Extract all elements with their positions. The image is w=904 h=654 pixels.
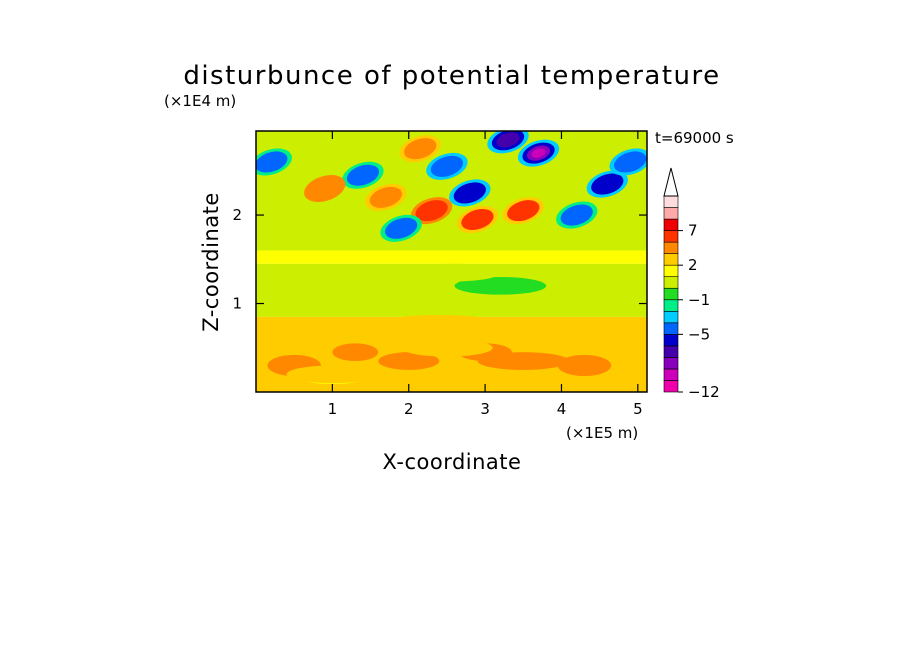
field-cell — [430, 155, 464, 177]
x-tick-label: 3 — [480, 400, 490, 418]
field-cell — [453, 182, 486, 204]
colorbar-segment — [663, 380, 679, 393]
colorbar-segment — [663, 276, 679, 289]
chart-title: disturbunce of potential temperature — [183, 61, 720, 91]
colorbar-segment — [663, 299, 679, 312]
field-cell — [401, 338, 493, 357]
colorbar-tick-label: 7 — [688, 222, 698, 240]
field-cell — [507, 200, 540, 222]
field-cell — [286, 365, 379, 384]
field-cell — [369, 186, 402, 208]
y-tick-label: 2 — [232, 206, 242, 224]
x-tick-label: 1 — [328, 400, 338, 418]
colorbar-tick-label: −5 — [688, 325, 710, 343]
colorbar-tick-label: −1 — [688, 291, 710, 309]
field-patch — [332, 343, 379, 362]
contour-field — [256, 131, 647, 392]
field-cell — [304, 175, 346, 203]
colorbar-segment — [663, 368, 679, 381]
colorbar-tick-label: 2 — [688, 256, 698, 274]
colorbar-segment — [663, 207, 679, 220]
field-cell — [408, 263, 501, 282]
field-band — [256, 250, 647, 264]
x-axis: 1 2 3 4 5 — [328, 131, 643, 418]
colorbar-segment — [663, 345, 679, 358]
field-cell — [346, 164, 380, 186]
y-unit-label: (×1E4 m) — [164, 92, 236, 110]
colorbar-segment — [663, 334, 679, 347]
x-unit-label: (×1E5 m) — [566, 424, 638, 442]
field-cell — [496, 132, 520, 148]
time-label: t=69000 s — [655, 129, 734, 147]
field-cell — [461, 208, 494, 231]
x-tick-label: 5 — [633, 400, 643, 418]
y-axis: 12 — [232, 206, 647, 313]
field-cell — [531, 148, 546, 158]
colorbar-segment — [663, 264, 679, 278]
field-cell — [404, 138, 437, 160]
field-cell — [256, 294, 340, 313]
field-cell — [614, 151, 647, 173]
colorbar-segment — [663, 218, 679, 231]
x-tick-label: 4 — [557, 400, 567, 418]
colorbar-segment — [663, 195, 679, 208]
colorbar-tick-label: −12 — [688, 383, 720, 401]
field-cell — [591, 173, 624, 195]
x-axis-label: X-coordinate — [383, 450, 522, 474]
field-cell — [454, 276, 547, 295]
field-patch — [370, 315, 509, 337]
colorbar-segment — [663, 253, 679, 266]
field-cell — [415, 200, 448, 222]
colorbar-segment — [663, 310, 679, 324]
colorbar-extend-arrow — [663, 167, 679, 197]
y-tick-label: 1 — [232, 295, 242, 313]
x-tick-label: 2 — [404, 400, 414, 418]
field-patch — [378, 352, 440, 370]
colorbar-segment — [663, 287, 679, 301]
field-cell — [560, 204, 593, 226]
colorbar-segment — [663, 241, 679, 254]
colorbar-segment — [663, 230, 679, 243]
plot-frame — [255, 130, 648, 393]
field-cell — [256, 151, 288, 173]
y-axis-label: Z-coordinate — [199, 192, 223, 332]
plot-area — [255, 130, 648, 393]
field-cell — [477, 352, 570, 370]
field-patch — [557, 354, 612, 377]
field-cell — [384, 217, 418, 239]
colorbar-segment — [663, 357, 679, 370]
colorbar-segment — [663, 322, 679, 335]
colorbar: 7 2 −1 −5 −12 — [663, 167, 720, 401]
